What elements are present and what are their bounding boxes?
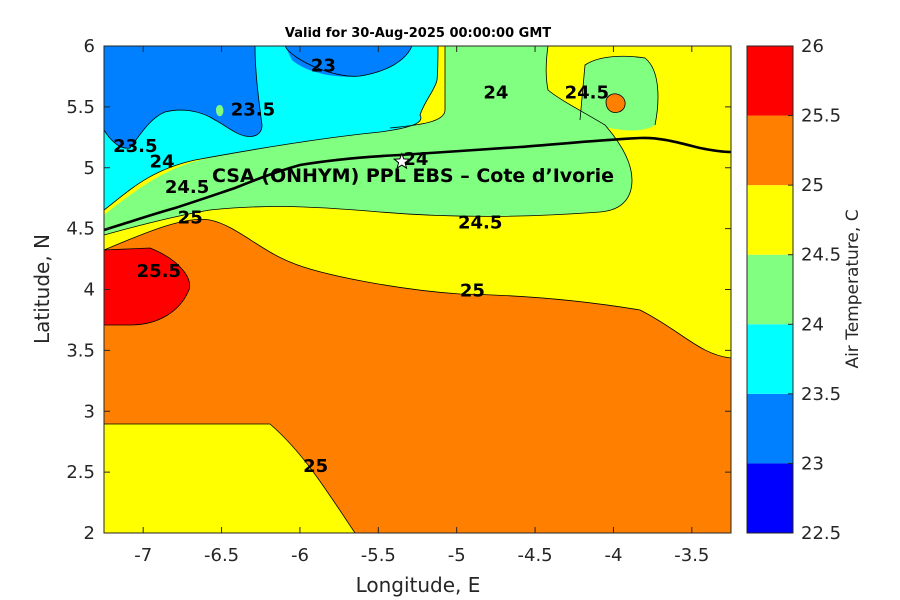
y-tick-label: 3.5: [66, 340, 95, 361]
y-tick-label: 4: [84, 280, 95, 301]
x-axis-label: Longitude, E: [356, 573, 481, 597]
colorbar-tick-label: 24: [801, 314, 824, 335]
x-tick-label: -5.5: [361, 545, 396, 566]
colorbar-frame: [746, 45, 794, 534]
x-tick-label: -5: [448, 545, 466, 566]
colorbar-tick-label: 25.5: [801, 106, 841, 127]
band-23-north: [285, 46, 412, 77]
x-tick-label: -4: [604, 545, 622, 566]
contour-label: 24.5: [165, 177, 209, 198]
contour-fill-group: [104, 46, 731, 533]
contour-label: 24: [483, 82, 508, 103]
colorbar-swatch: [747, 115, 793, 186]
contour-line-25_5: [104, 247, 190, 326]
x-tick-label: -7: [134, 545, 152, 566]
band-24_5-south: [104, 424, 355, 533]
y-tick-label: 6: [84, 36, 95, 57]
colorbar-swatch: [747, 393, 793, 464]
x-axis: -7 -6.5 -6 -5.5 -5 -4.5 -4 -3.5: [134, 46, 709, 566]
x-tick-label: -6: [291, 545, 309, 566]
y-axis: 2 2.5 3 3.5 4 4.5 5 5.5 6: [66, 36, 731, 544]
x-tick-label: -6.5: [204, 545, 239, 566]
colorbar-tick-label: 22.5: [801, 523, 841, 544]
site-group: CSA (ONHYM) PPL EBS – Cote d’Ivorie: [212, 152, 614, 187]
site-marker-star: [392, 152, 411, 170]
colorbar-tick-label: 25: [801, 175, 824, 196]
y-tick-label: 5: [84, 158, 95, 179]
contour-line-24_5-ne: [579, 55, 659, 126]
colorbar-tick-label: 23.5: [801, 384, 841, 405]
contour-line-23_5: [104, 46, 439, 211]
colorbar-swatch: [747, 324, 793, 394]
contour-line-24: [104, 46, 633, 236]
colorbar-tick-label: 26: [801, 36, 824, 57]
x-tick-label: -4.5: [518, 545, 553, 566]
site-label: CSA (ONHYM) PPL EBS – Cote d’Ivorie: [212, 165, 614, 187]
contour-label: 24.5: [458, 213, 502, 234]
contour-label: 25: [178, 208, 203, 229]
colorbar-swatch: [747, 254, 793, 325]
chart-title: Valid for 30-Aug-2025 00:00:00 GMT: [285, 26, 551, 41]
y-tick-label: 3: [84, 401, 95, 422]
y-tick-label: 5.5: [66, 97, 95, 118]
contour-line-24_5: [104, 218, 731, 359]
band-24-ne: [580, 56, 658, 131]
colorbar-label: Air Temperature, C: [843, 209, 863, 368]
y-axis-label: Latitude, N: [30, 234, 54, 344]
colorbar-tick-label: 23: [801, 453, 824, 474]
band-25-ne: [606, 93, 626, 113]
contour-line-24-east: [389, 46, 446, 129]
band-24-islet: [216, 105, 224, 117]
y-tick-label: 4.5: [66, 219, 95, 240]
colorbar-swatch: [747, 185, 793, 255]
contour-label: 24: [149, 152, 174, 173]
contour-line-23: [284, 46, 413, 77]
y-tick-label: 2.5: [66, 462, 95, 483]
contour-label: 23: [311, 55, 336, 76]
colorbar-swatch: [747, 46, 793, 116]
contour-label: 25: [303, 456, 328, 477]
contour-line-23-west: [104, 46, 263, 149]
colorbar-tick-label: 24.5: [801, 245, 841, 266]
contour-label: 24: [403, 149, 428, 170]
coastline: [104, 136, 731, 232]
contour-label: 23.5: [231, 99, 275, 120]
band-25_5-west: [104, 248, 190, 325]
contour-line-25-south: [104, 423, 356, 533]
contour-label: 25: [460, 281, 485, 302]
contour-label: 24.5: [565, 82, 609, 103]
colorbar-swatch: [747, 463, 793, 533]
contour-line-25-ne: [605, 93, 626, 113]
band-23: [104, 46, 262, 149]
contour-line-group: [104, 46, 731, 533]
contour-label: 25.5: [137, 261, 181, 282]
contour-label: 23.5: [113, 136, 157, 157]
x-tick-label: -3.5: [674, 545, 709, 566]
colorbar: 22.5 23 23.5 24 24.5 25 25.5 26: [746, 36, 841, 544]
y-tick-label: 2: [84, 523, 95, 544]
